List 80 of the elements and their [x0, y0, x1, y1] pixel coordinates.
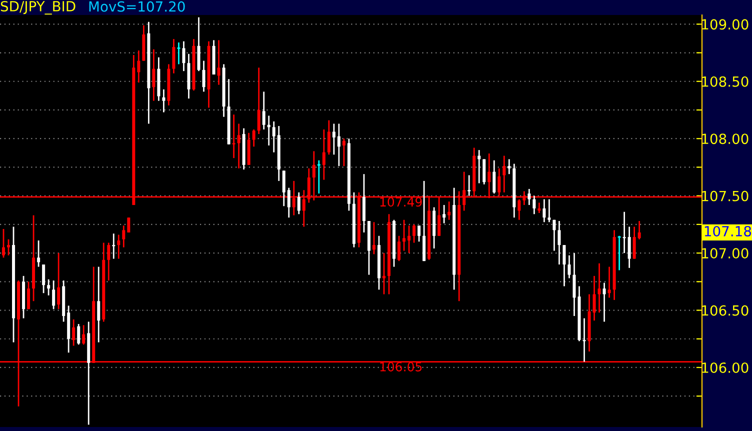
candlestick	[7, 238, 10, 256]
y-tick-label: 106.50	[702, 305, 748, 316]
candlestick	[217, 39, 220, 86]
candlestick	[182, 40, 186, 72]
candlestick	[638, 220, 641, 240]
candlestick	[72, 318, 76, 346]
candlestick	[37, 240, 40, 268]
candlestick	[508, 158, 511, 175]
candlestick	[287, 187, 290, 218]
candlestick	[418, 224, 421, 242]
candlestick	[272, 120, 276, 154]
y-tick-label: 108.00	[702, 134, 748, 144]
candlestick	[582, 318, 586, 362]
candlestick	[528, 188, 531, 206]
candlestick	[252, 128, 256, 148]
candlestick	[107, 242, 110, 282]
candlestick	[127, 216, 130, 234]
candlestick	[628, 226, 631, 269]
candlestick	[137, 50, 140, 84]
candlestick	[337, 123, 340, 167]
candlestick	[327, 120, 330, 156]
candlestick	[412, 224, 416, 244]
candlestick	[342, 138, 346, 167]
y-tick-label: 109.00	[702, 19, 748, 30]
candlestick	[532, 195, 536, 215]
candlestick	[202, 60, 206, 92]
candlestick	[442, 204, 446, 224]
candlestick	[82, 324, 86, 346]
y-tick-label: 106.00	[702, 362, 748, 373]
candlestick	[152, 48, 156, 102]
candlestick	[172, 38, 176, 74]
candlestick	[448, 200, 451, 221]
candlestick	[598, 262, 601, 314]
candlestick	[316, 160, 322, 194]
candlestick	[592, 275, 596, 322]
candlestick	[42, 264, 46, 294]
candlestick	[408, 224, 411, 254]
candlestick	[518, 198, 521, 221]
candlestick	[402, 219, 406, 252]
candlestick	[117, 234, 120, 260]
candlestick	[52, 280, 56, 310]
candlestick	[632, 226, 636, 260]
candlestick	[232, 114, 236, 159]
candlestick	[542, 198, 546, 223]
candlestick	[558, 220, 561, 266]
candlestick	[572, 252, 576, 317]
candlestick	[372, 221, 376, 255]
candlestick	[602, 282, 606, 322]
candlestick	[257, 66, 260, 135]
candlestick	[176, 42, 181, 65]
candlestick	[608, 266, 611, 298]
candlestick	[77, 323, 80, 346]
candlestick	[27, 280, 30, 310]
candlestick	[47, 278, 50, 296]
candlestick	[122, 224, 126, 248]
candlestick	[322, 128, 326, 180]
ref-line-label: 107.49	[380, 197, 422, 207]
candlestick	[562, 244, 566, 287]
candlestick	[262, 90, 266, 130]
chart-subtitle: MovS=107.20	[89, 1, 185, 12]
candlestick	[398, 235, 401, 262]
candlestick	[97, 266, 100, 344]
candlestick	[57, 252, 60, 310]
candlestick	[282, 170, 286, 207]
candlestick	[492, 160, 496, 194]
candlestick	[552, 219, 556, 252]
text: 107.18	[704, 226, 752, 236]
candlestick	[237, 123, 240, 170]
candlestick	[297, 192, 300, 215]
candlestick	[162, 88, 166, 113]
candlestick	[568, 254, 571, 279]
chart-title: SD/JPY_BID	[0, 1, 76, 15]
y-tick-label: 107.00	[702, 248, 748, 259]
candlestick	[548, 198, 551, 223]
candlestick	[332, 123, 336, 156]
candlestick	[502, 155, 506, 194]
y-tick-label: 107.50	[702, 190, 748, 202]
candlestick	[482, 158, 486, 186]
y-tick-label: 108.50	[702, 76, 748, 87]
candlestick	[2, 228, 6, 258]
